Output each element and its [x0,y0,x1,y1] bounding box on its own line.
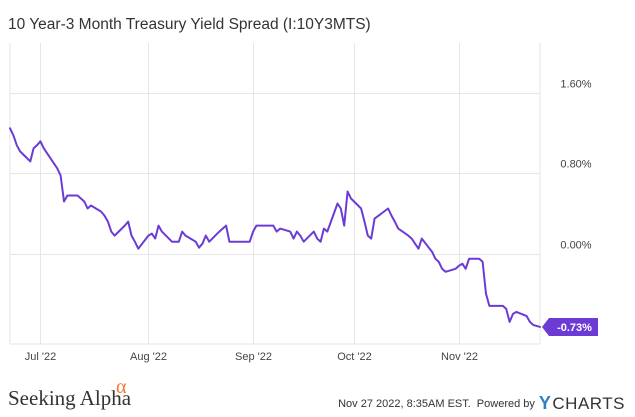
chart-title: 10 Year-3 Month Treasury Yield Spread (I… [8,16,371,33]
last-value-badge [542,317,598,336]
series-line [9,127,541,328]
x-tick-label: Nov '22 [441,351,478,363]
footer-right: Nov 27 2022, 8:35AM EST. Powered by Y CH… [338,393,625,414]
footer: Seeking Alpha α Nov 27 2022, 8:35AM EST.… [0,376,635,417]
x-tick-label: Sep '22 [235,351,272,363]
x-tick-label: Jul '22 [25,351,56,363]
ycharts-y-icon: Y [538,393,552,413]
seeking-alpha-wordmark: Seeking Alpha [8,386,132,410]
seeking-alpha-logo[interactable]: Seeking Alpha [8,386,131,411]
x-tick-label: Aug '22 [130,351,167,363]
y-tick-label: 0.00% [560,240,591,252]
series-layer [9,127,541,328]
ycharts-wordmark: CHARTS [552,393,625,413]
alpha-icon: α [116,376,127,398]
timestamp: Nov 27 2022, 8:35AM EST. [338,397,471,410]
y-tick-label: 1.60% [560,79,591,91]
x-tick-label: Oct '22 [337,351,372,363]
x-axis-ticks: Jul '22 Aug '22 Sep '22 Oct '22 Nov '22 [25,351,478,363]
last-value-badge-layer: -0.73% [542,317,598,336]
chart-area: Jul '22 Aug '22 Sep '22 Oct '22 Nov '22 0.00… [9,43,598,363]
powered-by-label: Powered by [476,397,535,410]
y-axis-ticks: 0.00% 0.80% 1.60% [560,79,591,252]
grid-layer [9,43,541,345]
y-tick-label: 0.80% [560,159,591,171]
last-value-label: -0.73% [557,322,592,334]
ycharts-logo[interactable]: Y CHARTS [539,393,625,414]
